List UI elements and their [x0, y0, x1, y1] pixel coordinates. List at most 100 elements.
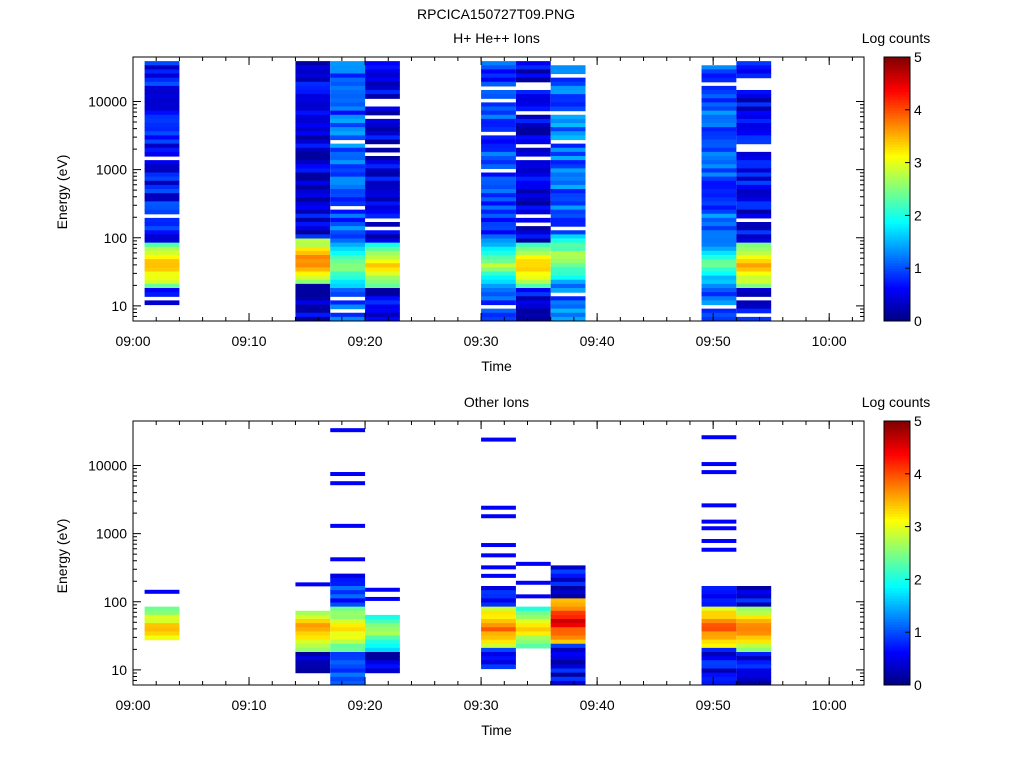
- heatmap-cell: [365, 135, 400, 141]
- heatmap-cell: [515, 77, 551, 83]
- heatmap-cell: [481, 271, 516, 277]
- heatmap-cell: [481, 226, 516, 231]
- colorbar-step: [884, 318, 910, 322]
- colorbar-step: [884, 273, 910, 277]
- colorbar-step: [884, 576, 910, 580]
- colorbar-step: [884, 653, 910, 657]
- heatmap-cell: [365, 288, 400, 293]
- colorbar-step: [884, 189, 910, 193]
- heatmap-cell: [330, 598, 366, 604]
- heatmap-cell: [736, 610, 772, 616]
- heatmap-cell: [481, 312, 516, 318]
- heatmap-cell: [330, 106, 366, 112]
- heatmap-cell: [330, 147, 366, 153]
- heatmap-cell: [330, 180, 366, 186]
- heatmap-cell: [365, 180, 400, 186]
- heatmap-cell: [701, 590, 737, 595]
- heatmap-cell: [736, 275, 772, 281]
- heatmap-cell: [365, 213, 400, 219]
- heatmap-cell: [365, 110, 400, 116]
- heatmap-cell: [295, 664, 331, 670]
- colorbar-step: [884, 83, 910, 87]
- heatmap-cell: [701, 610, 737, 616]
- heatmap-cell: [550, 147, 586, 153]
- heatmap-cell: [736, 90, 772, 95]
- heatmap-cell: [515, 623, 551, 628]
- heatmap-cell: [144, 619, 180, 624]
- heatmap-cell: [550, 114, 586, 120]
- colorbar-step: [884, 305, 910, 309]
- heatmap-cell: [515, 296, 551, 301]
- heatmap-cell: [330, 668, 366, 674]
- colorbar-step: [884, 677, 910, 681]
- heatmap-cell: [701, 652, 737, 657]
- heatmap-cell: [515, 606, 551, 612]
- heatmap-cell: [550, 598, 586, 604]
- heatmap-cell: [365, 189, 400, 194]
- heatmap-cell: [295, 69, 331, 75]
- heatmap-cell: [736, 623, 772, 628]
- colorbar-step: [884, 173, 910, 177]
- heatmap-column: [330, 428, 366, 685]
- heatmap-cell: [701, 123, 737, 128]
- heatmap-cell: [736, 205, 772, 211]
- heatmap-cell: [701, 635, 737, 641]
- heatmap-cell: [701, 85, 737, 91]
- panel-other-ions: 09:00 09:10 09:20 09:30 09:40 09:50 10:0010100…: [54, 394, 930, 738]
- heatmap-cell: [365, 631, 400, 637]
- heatmap-cell: [701, 98, 737, 103]
- heatmap-cell: [515, 242, 551, 248]
- heatmap-cell: [330, 312, 366, 318]
- colorbar-step: [884, 247, 910, 251]
- heatmap-cell: [736, 660, 772, 665]
- colorbar-step: [884, 603, 910, 607]
- heatmap-cell: [550, 680, 586, 685]
- heatmap-cell: [736, 656, 772, 661]
- colorbar-step: [884, 616, 910, 620]
- heatmap-cell: [144, 135, 180, 141]
- heatmap-cell: [295, 65, 331, 70]
- colorbar-step: [884, 117, 910, 121]
- colorbar-step: [884, 86, 910, 90]
- heatmap-cell: [295, 300, 331, 306]
- colorbar-step: [884, 244, 910, 248]
- colorbar-step: [884, 104, 910, 108]
- heatmap-cell: [295, 151, 331, 157]
- heatmap-cell: [295, 172, 331, 178]
- heatmap-cell: [481, 81, 516, 87]
- heatmap-cell: [736, 672, 772, 678]
- heatmap-cell: [330, 614, 366, 620]
- heatmap-cell: [481, 139, 516, 145]
- colorbar-step: [884, 679, 910, 683]
- heatmap-cell: [515, 271, 551, 277]
- heatmap-cell: [295, 168, 331, 174]
- heatmap-cell: [701, 230, 737, 235]
- heatmap-cell: [365, 184, 400, 190]
- sparse-count-line: [701, 435, 737, 440]
- heatmap-cell: [701, 300, 737, 306]
- heatmap-cell: [515, 73, 551, 79]
- colorbar: 0 1 2 3 4 5 Log counts: [862, 30, 931, 329]
- heatmap-cell: [481, 590, 516, 595]
- heatmap-cell: [736, 614, 772, 620]
- heatmap-cell: [295, 118, 331, 124]
- heatmap-cell: [295, 160, 331, 165]
- heatmap-cell: [701, 246, 737, 252]
- heatmap-cell: [736, 139, 772, 145]
- sparse-count-line: [330, 472, 366, 477]
- heatmap-cell: [550, 581, 586, 587]
- heatmap-cell: [550, 594, 586, 599]
- heatmap-cell: [550, 619, 586, 624]
- heatmap-cell: [736, 123, 772, 128]
- heatmap-cell: [736, 308, 772, 314]
- heatmap-cell: [550, 312, 586, 318]
- heatmap-cell: [550, 123, 586, 128]
- heatmap-cell: [701, 623, 737, 628]
- heatmap-cell: [515, 283, 551, 289]
- colorbar-step: [884, 202, 910, 206]
- heatmap-cell: [515, 226, 551, 231]
- heatmap-cell: [330, 267, 366, 273]
- heatmap-cell: [144, 197, 180, 202]
- heatmap-cell: [295, 660, 331, 665]
- heatmap-cell: [550, 267, 586, 273]
